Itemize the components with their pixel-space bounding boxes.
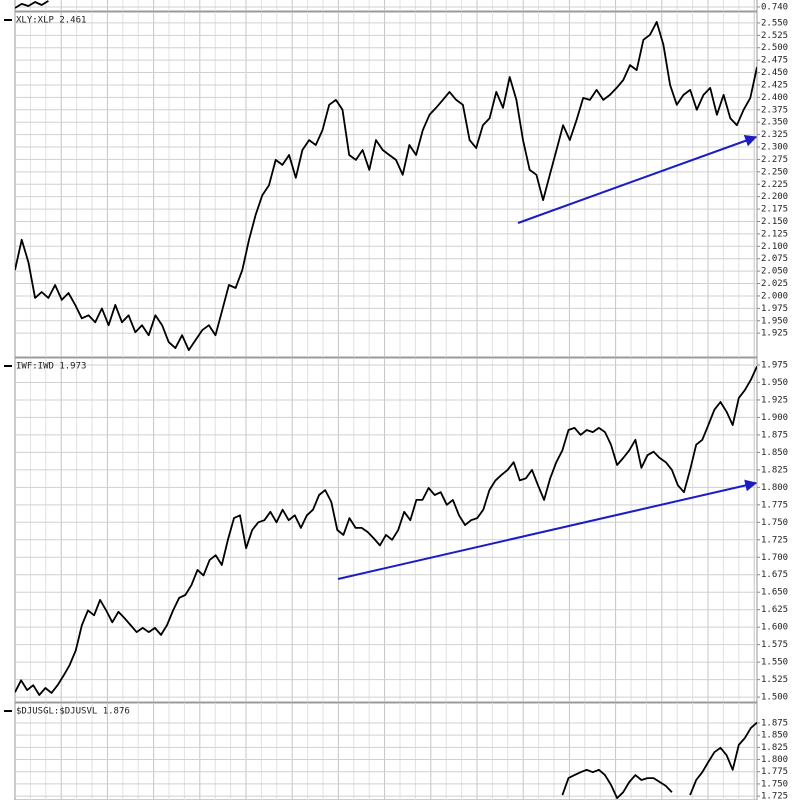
- y-tick-label: 1.875: [761, 718, 788, 728]
- y-tick-label: 1.950: [761, 378, 788, 388]
- y-tick-label: 1.900: [761, 413, 788, 423]
- y-tick-label: 2.000: [761, 291, 788, 301]
- y-tick-label: 1.725: [761, 535, 788, 545]
- y-tick-label: 2.075: [761, 254, 788, 264]
- y-tick-label: 2.150: [761, 217, 788, 227]
- panel-title: XLY:XLP 2.461: [16, 16, 86, 26]
- y-tick-label: 2.200: [761, 192, 788, 202]
- y-tick-label: 2.225: [761, 180, 788, 190]
- panels: 0.740 2.550 2.525 2.500 2.475 2.450 2.425 2.400…: [4, 0, 788, 800]
- y-tick-label: 2.525: [761, 31, 788, 41]
- y-tick-label: 1.675: [761, 570, 788, 580]
- panel-title: IWF:IWD 1.973: [16, 362, 86, 372]
- y-tick-label: 1.550: [761, 658, 788, 668]
- y-tick-label: 2.425: [761, 80, 788, 90]
- plot-area: [14, 0, 758, 12]
- plot-area: [14, 702, 758, 800]
- y-tick-label: 1.525: [761, 675, 788, 685]
- y-tick-label: 1.950: [761, 316, 788, 326]
- y-tick-label: 2.175: [761, 205, 788, 215]
- ratio-line: [15, 21, 757, 351]
- y-tick-label: 1.725: [761, 792, 788, 800]
- y-tick-label: 1.800: [761, 755, 788, 765]
- y-tick-label: 1.600: [761, 623, 788, 633]
- y-tick-label: 1.925: [761, 329, 788, 339]
- y-tick-label: 2.400: [761, 93, 788, 103]
- y-tick-label: 1.650: [761, 588, 788, 598]
- y-tick-label: 2.100: [761, 242, 788, 252]
- y-tick-label: 1.825: [761, 743, 788, 753]
- y-tick-label: 2.050: [761, 267, 788, 277]
- panel: 2.550 2.525 2.500 2.475 2.450 2.425 2.400 2.375…: [4, 11, 788, 358]
- y-tick-label: 0.740: [761, 2, 788, 12]
- ratio-line: [15, 0, 49, 9]
- y-tick-label: 1.750: [761, 518, 788, 528]
- trend-arrow: [517, 135, 758, 224]
- y-tick-label: 1.775: [761, 500, 788, 510]
- y-tick-label: 1.500: [761, 693, 788, 703]
- y-tick-label: 2.275: [761, 155, 788, 165]
- y-tick-label: 1.625: [761, 605, 788, 615]
- y-tick-label: 2.325: [761, 130, 788, 140]
- panel: 1.875 1.850 1.825 1.800 1.775 1.750 1.725 $DJUS…: [4, 702, 788, 800]
- annotations: [337, 135, 758, 580]
- y-tick-label: 1.700: [761, 553, 788, 563]
- y-tick-label: 2.300: [761, 143, 788, 153]
- panel: 0.740: [14, 0, 788, 12]
- y-tick-label: 1.850: [761, 731, 788, 741]
- y-tick-label: 1.800: [761, 483, 788, 493]
- y-tick-label: 1.875: [761, 430, 788, 440]
- y-tick-label: 2.025: [761, 279, 788, 289]
- trend-arrow: [337, 479, 758, 580]
- y-tick-label: 1.775: [761, 767, 788, 777]
- y-tick-label: 2.350: [761, 118, 788, 128]
- y-tick-label: 2.475: [761, 56, 788, 66]
- y-tick-label: 1.575: [761, 640, 788, 650]
- y-tick-label: 2.125: [761, 229, 788, 239]
- y-tick-label: 1.975: [761, 360, 788, 370]
- y-tick-label: 1.975: [761, 304, 788, 314]
- panel: 1.975 1.950 1.925 1.900 1.875 1.850 1.825 1.800…: [4, 357, 788, 703]
- y-tick-label: 1.825: [761, 465, 788, 475]
- y-tick-label: 2.550: [761, 18, 788, 28]
- panel-title: $DJUSGL:$DJUSVL 1.876: [16, 707, 130, 717]
- ratio-line: [561, 721, 757, 799]
- ratio-line: [15, 366, 757, 696]
- y-tick-label: 2.500: [761, 43, 788, 53]
- plot-area: [14, 357, 758, 703]
- y-tick-label: 1.925: [761, 395, 788, 405]
- y-tick-label: 1.750: [761, 779, 788, 789]
- y-tick-label: 2.450: [761, 68, 788, 78]
- y-tick-label: 2.375: [761, 105, 788, 115]
- y-tick-label: 1.850: [761, 448, 788, 458]
- y-tick-label: 2.250: [761, 167, 788, 177]
